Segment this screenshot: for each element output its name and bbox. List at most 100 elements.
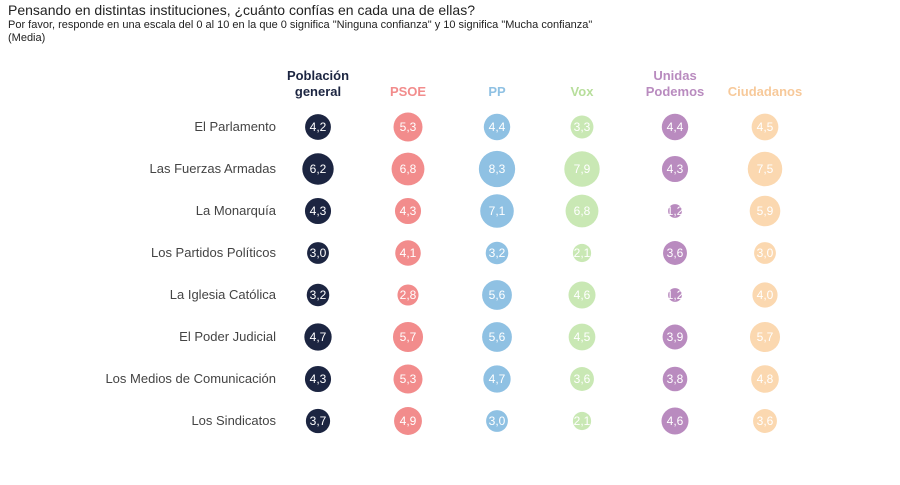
column-header-4-line-1: Podemos [646, 84, 705, 99]
bubble-label-0-2: 4,3 [310, 204, 327, 218]
column-header-5-line-0: Ciudadanos [728, 84, 802, 99]
bubble-label-4-7: 4,6 [667, 414, 684, 428]
bubble-2-1 [478, 150, 516, 188]
bubble-label-2-4: 5,6 [489, 288, 506, 302]
bubble-2-3 [485, 241, 509, 265]
chart-note: (Media) [8, 32, 46, 44]
bubble-label-2-2: 7,1 [489, 204, 506, 218]
bubble-0-4 [306, 283, 330, 307]
column-header-2-line-0: PP [488, 84, 506, 99]
bubble-2-2 [480, 194, 514, 228]
chart-subtitle: Por favor, responde en una escala del 0 … [8, 19, 593, 31]
bubble-5-4 [752, 282, 778, 308]
bubble-2-5 [482, 322, 512, 352]
bubble-label-5-3: 3,0 [757, 246, 774, 260]
bubble-label-1-1: 6,8 [400, 162, 417, 176]
bubble-0-0 [305, 114, 331, 140]
bubble-0-6 [304, 365, 332, 393]
chart-title: Pensando en distintas instituciones, ¿cu… [8, 2, 475, 18]
bubble-label-5-2: 5,9 [757, 204, 774, 218]
bubble-1-7 [394, 407, 422, 435]
bubble-4-3 [663, 241, 687, 265]
bubble-4-0 [661, 113, 689, 141]
column-header-1-line-0: PSOE [390, 84, 426, 99]
bubble-5-0 [751, 113, 779, 141]
bubble-label-0-5: 4,7 [310, 330, 327, 344]
bubble-4-1 [661, 155, 689, 183]
bubble-5-1 [747, 151, 783, 187]
bubble-label-3-0: 3,3 [574, 120, 591, 134]
bubble-label-1-2: 4,3 [400, 204, 417, 218]
bubble-label-1-7: 4,9 [400, 414, 417, 428]
bubble-3-3 [572, 243, 592, 263]
bubble-label-5-4: 4,0 [757, 288, 774, 302]
bubble-label-1-3: 4,1 [400, 246, 417, 260]
bubble-3-2 [565, 194, 599, 228]
bubble-label-5-6: 4,8 [757, 372, 774, 386]
bubble-label-0-6: 4,3 [310, 372, 327, 386]
row-label-3: Los Partidos Políticos [151, 245, 277, 260]
row-label-5: El Poder Judicial [179, 329, 276, 344]
bubble-1-5 [392, 321, 424, 353]
bubble-0-1 [302, 153, 334, 185]
bubble-label-4-6: 3,8 [667, 372, 684, 386]
bubble-label-3-4: 4,6 [574, 288, 591, 302]
row-label-6: Los Medios de Comunicación [105, 371, 276, 386]
bubble-0-3 [307, 242, 329, 264]
bubble-label-0-4: 3,2 [310, 288, 327, 302]
bubble-4-2 [668, 204, 682, 218]
bubble-2-7 [486, 410, 508, 432]
bubble-label-3-2: 6,8 [574, 204, 591, 218]
bubble-label-2-7: 3,0 [489, 414, 506, 428]
bubble-1-4 [397, 284, 419, 306]
bubble-label-4-1: 4,3 [667, 162, 684, 176]
bubble-3-4 [568, 281, 596, 309]
column-header-0-line-0: Población [287, 68, 349, 83]
bubble-label-4-3: 3,6 [667, 246, 684, 260]
bubble-3-1 [564, 151, 600, 187]
bubble-3-5 [568, 323, 596, 351]
bubble-label-3-1: 7,9 [574, 162, 591, 176]
bubble-label-1-0: 5,3 [400, 120, 417, 134]
bubble-label-1-4: 2,8 [400, 288, 417, 302]
bubble-label-3-3: 2,1 [574, 246, 591, 260]
bubble-label-1-6: 5,3 [400, 372, 417, 386]
bubble-label-5-0: 4,5 [757, 120, 774, 134]
bubble-label-5-7: 3,6 [757, 414, 774, 428]
bubble-label-0-3: 3,0 [310, 246, 327, 260]
bubble-label-4-0: 4,4 [667, 120, 684, 134]
bubble-2-4 [482, 280, 512, 310]
bubble-5-5 [749, 321, 781, 353]
bubble-2-0 [483, 113, 511, 141]
bubble-label-4-4: 1,2 [667, 288, 684, 302]
bubble-label-2-3: 3,2 [489, 246, 506, 260]
bubble-label-2-0: 4,4 [489, 120, 506, 134]
bubble-label-0-0: 4,2 [310, 120, 327, 134]
bubble-5-3 [754, 242, 776, 264]
column-header-3-line-0: Vox [571, 84, 595, 99]
bubble-3-7 [572, 411, 592, 431]
bubble-4-5 [662, 324, 688, 350]
bubble-0-2 [304, 197, 332, 225]
row-label-0: El Parlamento [194, 119, 276, 134]
bubble-label-1-5: 5,7 [400, 330, 417, 344]
row-label-1: Las Fuerzas Armadas [150, 161, 277, 176]
bubble-4-7 [661, 407, 689, 435]
bubble-5-7 [753, 409, 777, 433]
bubble-label-4-5: 3,9 [667, 330, 684, 344]
bubble-5-2 [749, 195, 781, 227]
bubble-1-6 [393, 364, 423, 394]
bubble-4-4 [668, 288, 682, 302]
bubble-label-2-5: 5,6 [489, 330, 506, 344]
bubble-1-0 [393, 112, 423, 142]
bubble-0-5 [304, 323, 332, 351]
bubble-2-6 [483, 365, 511, 393]
bubble-label-3-5: 4,5 [574, 330, 591, 344]
bubble-label-5-1: 7,5 [757, 162, 774, 176]
bubble-1-1 [391, 152, 425, 186]
column-header-0-line-1: general [295, 84, 341, 99]
bubble-label-2-1: 8,3 [489, 162, 506, 176]
bubble-5-6 [751, 365, 779, 393]
bubble-label-5-5: 5,7 [757, 330, 774, 344]
